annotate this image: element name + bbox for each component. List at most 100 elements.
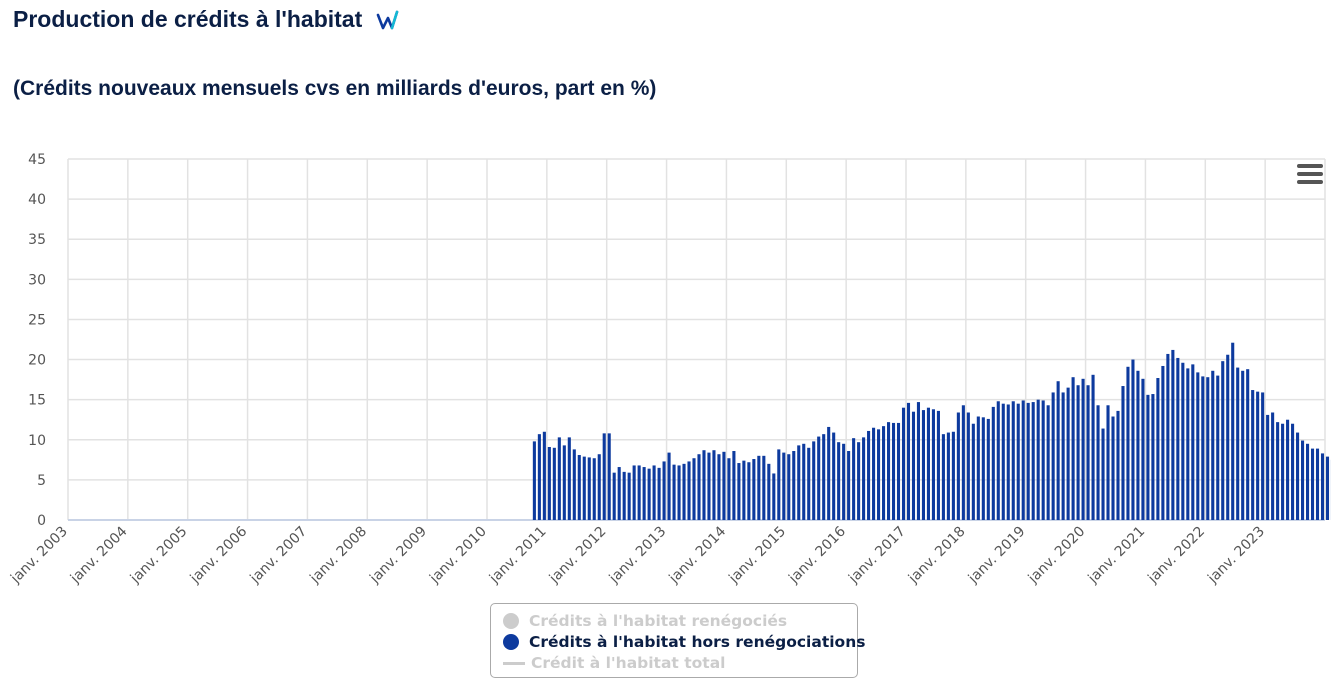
bar[interactable] xyxy=(1091,374,1095,520)
bar[interactable] xyxy=(647,468,651,520)
bar[interactable] xyxy=(667,452,671,520)
bar[interactable] xyxy=(901,407,906,520)
bar[interactable] xyxy=(1256,391,1260,520)
bar[interactable] xyxy=(887,422,891,520)
bar[interactable] xyxy=(1186,368,1190,520)
bar[interactable] xyxy=(1066,387,1070,520)
bar[interactable] xyxy=(707,452,711,520)
bar[interactable] xyxy=(677,465,681,520)
bar[interactable] xyxy=(877,429,881,520)
bar[interactable] xyxy=(911,411,916,520)
bar[interactable] xyxy=(1221,361,1225,520)
bar[interactable] xyxy=(657,467,661,520)
bar[interactable] xyxy=(946,432,950,520)
bar[interactable] xyxy=(1031,402,1035,520)
bar[interactable] xyxy=(1276,422,1280,520)
bar[interactable] xyxy=(622,471,626,520)
bar[interactable] xyxy=(812,441,816,520)
bar[interactable] xyxy=(682,463,686,520)
bar[interactable] xyxy=(637,465,641,520)
bar[interactable] xyxy=(732,451,736,520)
bar[interactable] xyxy=(642,467,646,520)
bar[interactable] xyxy=(1011,401,1015,520)
bar[interactable] xyxy=(976,416,980,520)
bar[interactable] xyxy=(1001,403,1005,520)
chart-menu-button[interactable] xyxy=(1297,164,1323,186)
bar[interactable] xyxy=(607,433,611,520)
bar[interactable] xyxy=(747,462,751,520)
bar[interactable] xyxy=(772,473,776,520)
bar[interactable] xyxy=(782,452,786,520)
bar[interactable] xyxy=(1141,378,1145,520)
bar[interactable] xyxy=(1076,385,1080,520)
bar[interactable] xyxy=(1081,378,1085,520)
bar[interactable] xyxy=(1036,399,1040,520)
bar[interactable] xyxy=(926,407,930,520)
bar[interactable] xyxy=(906,402,911,520)
bar[interactable] xyxy=(837,442,841,520)
bar[interactable] xyxy=(1241,370,1245,520)
bar[interactable] xyxy=(1136,370,1140,520)
bar[interactable] xyxy=(1061,392,1065,520)
bar[interactable] xyxy=(1181,362,1185,520)
bar[interactable] xyxy=(1101,428,1105,520)
bar[interactable] xyxy=(872,427,876,520)
bar[interactable] xyxy=(602,433,606,520)
bar[interactable] xyxy=(617,467,621,520)
bar[interactable] xyxy=(1271,412,1275,521)
bar[interactable] xyxy=(802,443,806,520)
bar[interactable] xyxy=(797,445,801,520)
bar[interactable] xyxy=(737,463,741,520)
bar[interactable] xyxy=(627,472,631,520)
bar[interactable] xyxy=(777,449,781,520)
bar[interactable] xyxy=(961,405,965,520)
bar[interactable] xyxy=(896,422,901,520)
bar[interactable] xyxy=(807,447,811,520)
bar[interactable] xyxy=(1046,405,1050,520)
bar[interactable] xyxy=(847,451,851,520)
bar[interactable] xyxy=(547,447,551,520)
bar[interactable] xyxy=(1161,365,1165,520)
bar[interactable] xyxy=(1131,359,1135,520)
bar[interactable] xyxy=(862,437,866,520)
bar[interactable] xyxy=(652,465,656,520)
bar[interactable] xyxy=(852,438,856,520)
bar[interactable] xyxy=(882,426,886,520)
bar[interactable] xyxy=(1216,375,1220,520)
bar[interactable] xyxy=(1315,448,1320,520)
bar[interactable] xyxy=(827,426,831,520)
bar[interactable] xyxy=(986,418,990,520)
bar[interactable] xyxy=(842,443,846,520)
bar[interactable] xyxy=(956,412,960,521)
bar[interactable] xyxy=(717,454,721,520)
bar[interactable] xyxy=(727,458,731,520)
bar[interactable] xyxy=(1156,378,1160,520)
bar[interactable] xyxy=(792,451,796,520)
bar[interactable] xyxy=(1191,364,1195,520)
bar[interactable] xyxy=(916,402,921,520)
bar[interactable] xyxy=(996,401,1000,520)
bar[interactable] xyxy=(662,461,666,520)
bar[interactable] xyxy=(542,431,546,520)
bar[interactable] xyxy=(817,436,821,520)
bar[interactable] xyxy=(832,432,836,520)
bar[interactable] xyxy=(1071,377,1075,520)
bar[interactable] xyxy=(1231,342,1235,520)
bar[interactable] xyxy=(1086,385,1090,520)
bar[interactable] xyxy=(1261,392,1265,520)
bar[interactable] xyxy=(1325,456,1330,520)
bar[interactable] xyxy=(697,454,701,520)
bar[interactable] xyxy=(597,454,601,520)
bar[interactable] xyxy=(1306,443,1310,520)
bar[interactable] xyxy=(1211,370,1215,520)
bar[interactable] xyxy=(1006,404,1010,520)
bar[interactable] xyxy=(1146,394,1150,520)
bar[interactable] xyxy=(532,441,536,520)
bar[interactable] xyxy=(1051,392,1055,520)
bar[interactable] xyxy=(867,430,871,520)
bar[interactable] xyxy=(1206,377,1210,520)
bar[interactable] xyxy=(966,412,970,521)
bar[interactable] xyxy=(1286,419,1290,520)
bar[interactable] xyxy=(1126,366,1130,520)
bar[interactable] xyxy=(1026,402,1030,520)
